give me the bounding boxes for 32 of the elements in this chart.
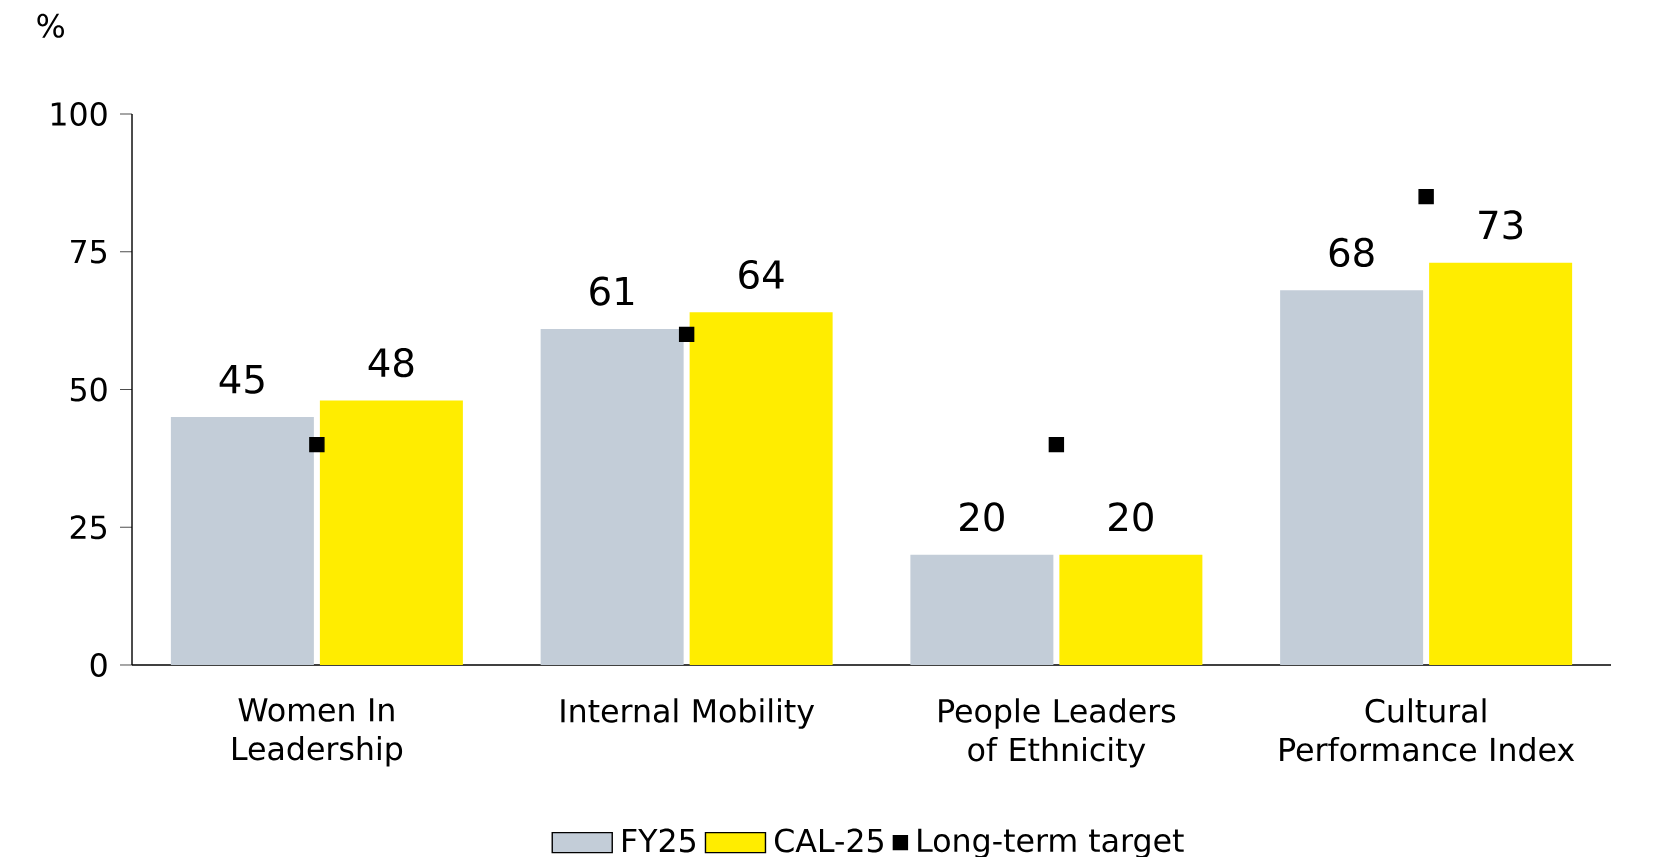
x-tick-label: Cultural Performance Index [1280, 698, 1575, 762]
bar [319, 400, 463, 665]
y-tick-label: 25 [70, 515, 106, 540]
legend-label: FY25 [623, 828, 695, 853]
data-label: 20 [960, 502, 1004, 532]
point [1418, 188, 1434, 205]
data-label: 73 [1479, 210, 1523, 240]
data-label: 48 [368, 348, 414, 378]
data-label: 45 [219, 365, 264, 394]
y-tick-label: 100 [51, 102, 107, 126]
data-label: 64 [739, 259, 784, 290]
y-tick-label: 50 [70, 377, 107, 402]
bar [540, 328, 684, 665]
bar [170, 417, 314, 665]
point [1048, 436, 1065, 453]
bar [689, 312, 833, 665]
x-tick-label: Internal Mobility [561, 698, 815, 729]
data-label: 20 [1109, 502, 1153, 532]
bar [910, 554, 1054, 665]
y-tick-label: 75 [71, 240, 106, 264]
point [309, 436, 325, 453]
legend-label: CAL-25 [774, 828, 883, 853]
x-tick-label: Women In Leadership [233, 698, 403, 767]
point [678, 326, 695, 343]
y-tick-label: 0 [90, 653, 107, 677]
bar [1429, 262, 1573, 665]
data-label: 68 [1329, 237, 1374, 268]
bar [1059, 554, 1203, 665]
data-label: 61 [590, 276, 634, 306]
bar [1280, 290, 1424, 665]
y-axis-title: % [37, 13, 64, 38]
x-tick-label: People Leaders of Ethnicity [939, 698, 1176, 768]
